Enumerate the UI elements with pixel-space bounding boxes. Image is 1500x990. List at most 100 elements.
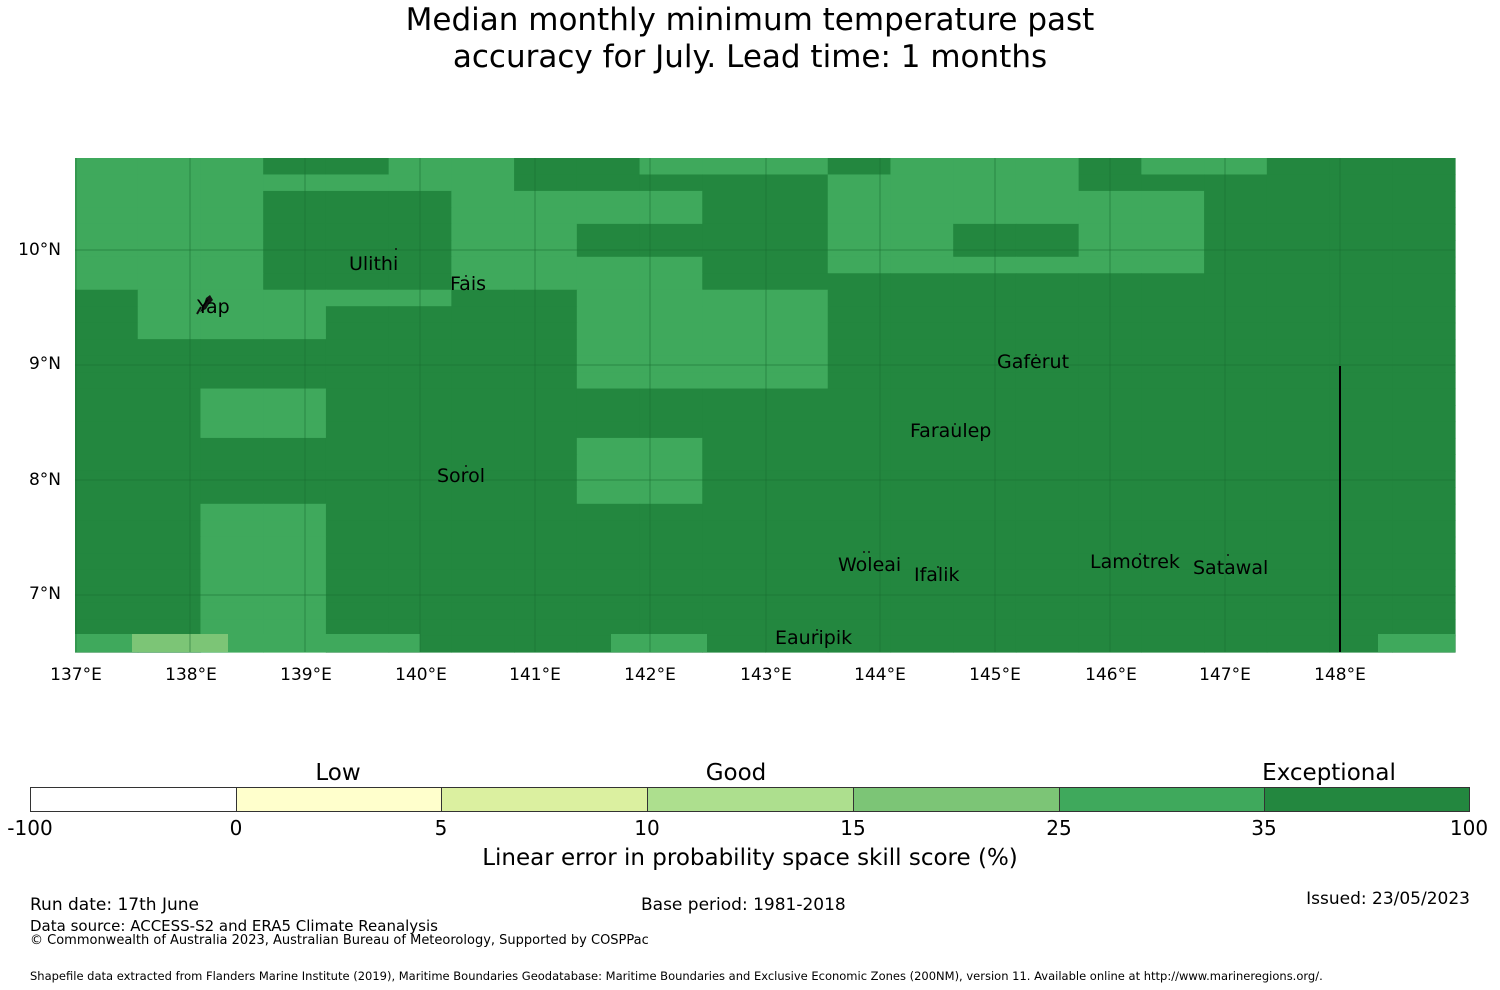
skill-cell	[1266, 273, 1331, 291]
skill-cell	[1329, 635, 1393, 653]
skill-cell	[1141, 355, 1205, 373]
skill-cell	[1329, 405, 1393, 423]
skill-cell	[137, 470, 202, 488]
skill-cell	[1204, 487, 1268, 505]
skill-cell	[263, 256, 327, 274]
skill-cell	[890, 619, 954, 637]
skill-cell	[1015, 306, 1080, 324]
skill-cell	[639, 190, 703, 208]
skill-cell	[514, 553, 578, 571]
skill-cell	[1392, 339, 1456, 357]
skill-cell	[765, 174, 829, 192]
skill-cell	[827, 240, 892, 258]
skill-cell	[200, 569, 264, 587]
skill-cell	[827, 536, 892, 554]
skill-cell	[1015, 487, 1080, 505]
skill-cell	[200, 602, 264, 620]
skill-cell	[137, 339, 202, 357]
skill-cell	[639, 437, 703, 455]
skill-cell	[1392, 190, 1456, 208]
skill-cell	[1204, 536, 1268, 554]
skill-cell	[1392, 355, 1456, 373]
skill-cell	[137, 421, 202, 439]
skill-cell	[1015, 207, 1080, 225]
skill-cell	[765, 553, 829, 571]
skill-cell	[514, 190, 578, 208]
skill-cell	[1141, 306, 1205, 324]
skill-cell	[451, 240, 515, 258]
skill-cell	[1141, 470, 1205, 488]
skill-cell	[765, 635, 829, 653]
skill-cell	[451, 306, 515, 324]
skill-cell	[75, 273, 139, 291]
skill-cell	[1266, 405, 1331, 423]
skill-cell	[890, 355, 954, 373]
skill-cell	[702, 322, 766, 340]
skill-cell	[1329, 421, 1393, 439]
skill-cell	[200, 256, 264, 274]
skill-cell	[137, 388, 202, 406]
legend-category-exceptional: Exceptional	[1262, 760, 1396, 786]
skill-cell	[1392, 322, 1456, 340]
skill-cell	[263, 158, 327, 176]
skill-cell	[1329, 158, 1393, 176]
skill-cell	[890, 158, 954, 176]
skill-cell	[263, 355, 327, 373]
skill-cell	[451, 273, 515, 291]
colorbar-segment-good-1	[647, 787, 853, 812]
skill-cell	[200, 223, 264, 241]
skill-cell	[639, 569, 703, 587]
skill-cell	[953, 454, 1017, 472]
skill-cell	[1266, 536, 1331, 554]
skill-cell	[765, 223, 829, 241]
skill-cell	[639, 470, 703, 488]
skill-cell	[325, 289, 390, 307]
skill-cell	[514, 503, 578, 521]
skill-cell	[1329, 503, 1393, 521]
skill-cell	[611, 634, 707, 652]
skill-cell	[953, 553, 1017, 571]
skill-cell	[1141, 174, 1205, 192]
skill-cell	[1204, 520, 1268, 538]
skill-cell	[702, 207, 766, 225]
lat-label-10n: 10°N	[18, 240, 61, 260]
skill-cell	[1266, 207, 1331, 225]
skill-cell	[325, 553, 390, 571]
skill-cell	[953, 207, 1017, 225]
skill-cell	[765, 602, 829, 620]
skill-cell	[1204, 602, 1268, 620]
skill-cell	[1204, 635, 1268, 653]
skill-cell	[1141, 372, 1205, 390]
skill-cell	[576, 553, 641, 571]
skill-cell	[702, 339, 766, 357]
skill-cell	[200, 388, 264, 406]
skill-cell	[1392, 273, 1456, 291]
skill-cell	[325, 158, 390, 176]
lon-label-142e: 142°E	[624, 665, 676, 685]
skill-cell	[75, 487, 139, 505]
skill-cell	[75, 372, 139, 390]
skill-cell	[1015, 405, 1080, 423]
skill-cell	[514, 240, 578, 258]
skill-cell	[1015, 553, 1080, 571]
skill-cell	[325, 339, 390, 357]
skill-cell	[827, 619, 892, 637]
skill-cell	[1378, 634, 1455, 652]
skill-cell	[1392, 388, 1456, 406]
skill-cell	[1392, 553, 1456, 571]
skill-cell	[1204, 240, 1268, 258]
skill-cell	[639, 520, 703, 538]
skill-cell	[1204, 306, 1268, 324]
place-gaferut: Gaferut	[997, 351, 1070, 373]
colorbar-tick-minus100: -100	[7, 816, 53, 840]
skill-cell	[514, 339, 578, 357]
skill-cell	[702, 240, 766, 258]
skill-cell	[200, 437, 264, 455]
skill-map	[75, 158, 1456, 653]
skill-cell	[200, 470, 264, 488]
skill-cell	[200, 619, 264, 637]
skill-cell	[639, 322, 703, 340]
skill-cell	[953, 240, 1017, 258]
skill-cell	[702, 487, 766, 505]
skill-cell	[451, 619, 515, 637]
